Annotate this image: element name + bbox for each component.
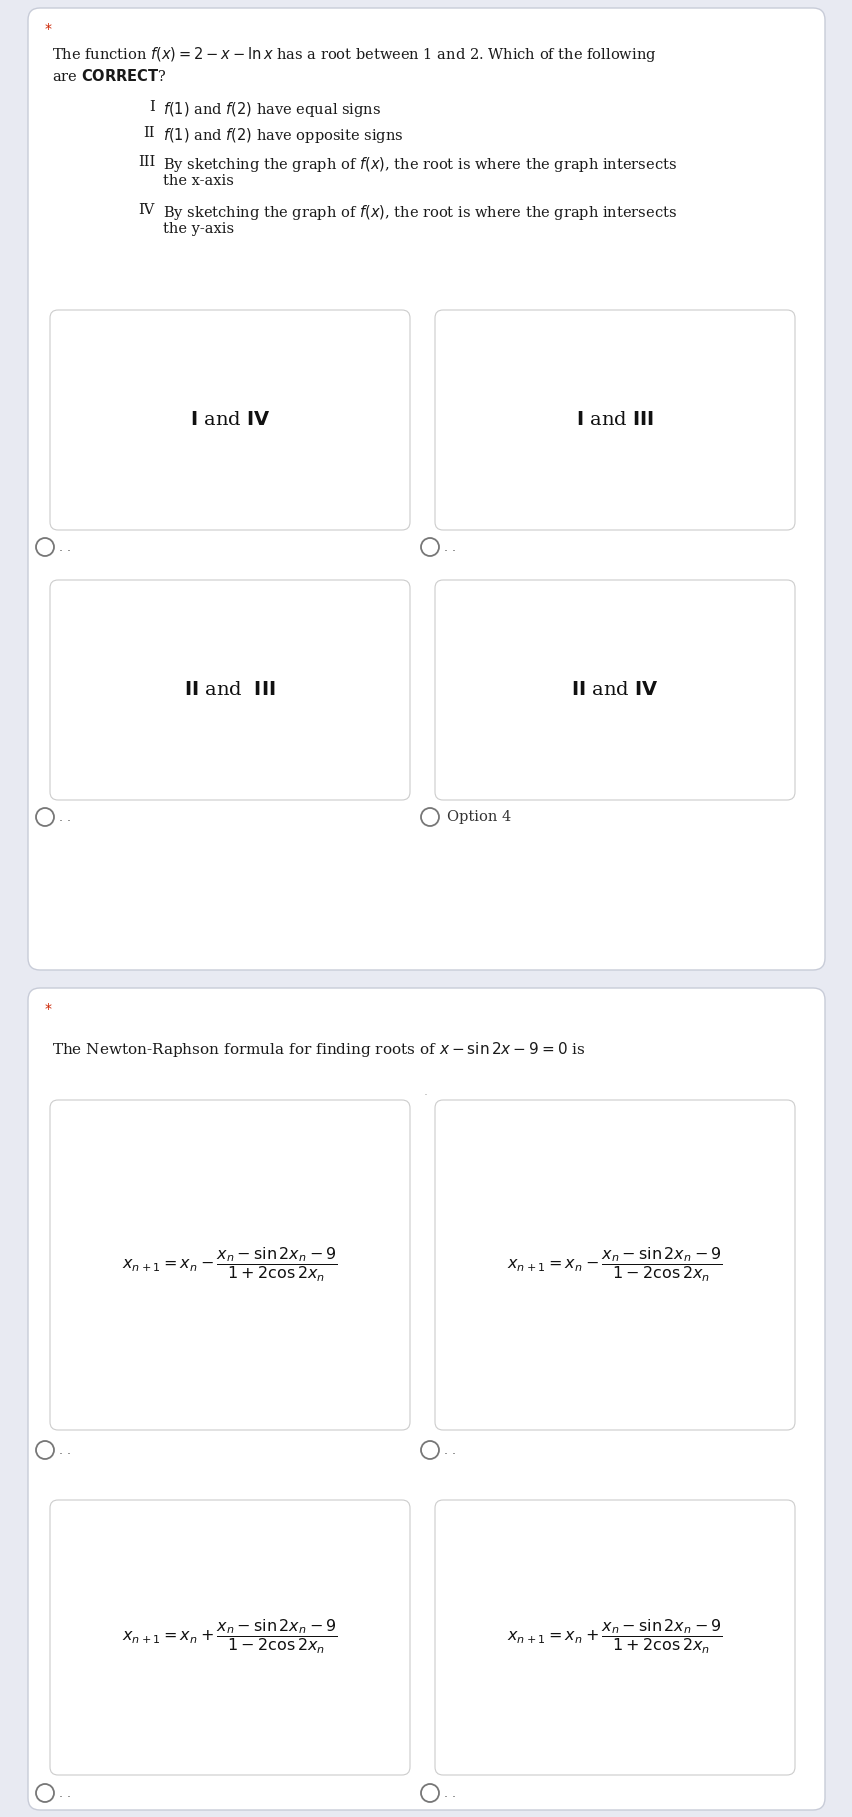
Text: $f(1)$ and $f(2)$ have opposite signs: $f(1)$ and $f(2)$ have opposite signs [163,125,403,145]
FancyBboxPatch shape [50,580,410,799]
FancyBboxPatch shape [435,580,794,799]
Text: $x_{n+1} = x_n - \dfrac{x_n - \sin 2x_n - 9}{1 - 2\cos 2x_n}$: $x_{n+1} = x_n - \dfrac{x_n - \sin 2x_n … [506,1246,722,1285]
Text: *: * [45,1001,52,1016]
Circle shape [36,1441,54,1459]
Text: *: * [45,22,52,36]
FancyBboxPatch shape [28,988,824,1810]
Text: The Newton-Raphson formula for finding roots of $x-\sin 2x-9=0$ is: The Newton-Raphson formula for finding r… [52,1039,584,1059]
Text: are $\mathbf{CORRECT}$?: are $\mathbf{CORRECT}$? [52,67,166,84]
Circle shape [421,1784,439,1802]
Text: . .: . . [59,1786,71,1799]
Text: .: . [423,1085,428,1097]
Text: . .: . . [444,540,456,554]
Text: . .: . . [59,1443,71,1457]
FancyBboxPatch shape [50,1099,410,1430]
Text: . .: . . [444,1786,456,1799]
Text: $x_{n+1} = x_n + \dfrac{x_n - \sin 2x_n - 9}{1 - 2\cos 2x_n}$: $x_{n+1} = x_n + \dfrac{x_n - \sin 2x_n … [122,1617,337,1657]
Circle shape [421,809,439,827]
Circle shape [36,538,54,556]
FancyBboxPatch shape [50,311,410,531]
Text: the y-axis: the y-axis [163,222,233,236]
Circle shape [421,1441,439,1459]
Circle shape [36,1784,54,1802]
Text: $\mathbf{I}$ and $\mathbf{III}$: $\mathbf{I}$ and $\mathbf{III}$ [575,411,653,429]
Text: $\mathbf{II}$ and $\mathbf{IV}$: $\mathbf{II}$ and $\mathbf{IV}$ [571,681,658,700]
Text: . .: . . [59,540,71,554]
Text: IV: IV [139,204,155,216]
FancyBboxPatch shape [435,311,794,531]
FancyBboxPatch shape [50,1501,410,1775]
Text: $\mathbf{I}$ and $\mathbf{IV}$: $\mathbf{I}$ and $\mathbf{IV}$ [189,411,270,429]
FancyBboxPatch shape [28,7,824,970]
Circle shape [421,538,439,556]
Text: $x_{n+1} = x_n - \dfrac{x_n - \sin 2x_n - 9}{1 + 2\cos 2x_n}$: $x_{n+1} = x_n - \dfrac{x_n - \sin 2x_n … [122,1246,337,1285]
Text: By sketching the graph of $f(x)$, the root is where the graph intersects: By sketching the graph of $f(x)$, the ro… [163,204,676,222]
Text: the x-axis: the x-axis [163,174,233,187]
Text: $\mathbf{II}$ and  $\mathbf{III}$: $\mathbf{II}$ and $\mathbf{III}$ [184,681,275,700]
Circle shape [36,809,54,827]
Text: $x_{n+1} = x_n + \dfrac{x_n - \sin 2x_n - 9}{1 + 2\cos 2x_n}$: $x_{n+1} = x_n + \dfrac{x_n - \sin 2x_n … [506,1617,722,1657]
Text: $f(1)$ and $f(2)$ have equal signs: $f(1)$ and $f(2)$ have equal signs [163,100,381,118]
Text: III: III [137,154,155,169]
Text: . .: . . [59,810,71,823]
Text: Option 4: Option 4 [446,810,510,823]
Text: By sketching the graph of $f(x)$, the root is where the graph intersects: By sketching the graph of $f(x)$, the ro… [163,154,676,174]
FancyBboxPatch shape [435,1099,794,1430]
Text: . .: . . [444,1443,456,1457]
FancyBboxPatch shape [435,1501,794,1775]
Text: The function $f(x)=2-x-\ln x$ has a root between 1 and 2. Which of the following: The function $f(x)=2-x-\ln x$ has a root… [52,45,656,64]
Text: II: II [143,125,155,140]
Text: I: I [149,100,155,114]
